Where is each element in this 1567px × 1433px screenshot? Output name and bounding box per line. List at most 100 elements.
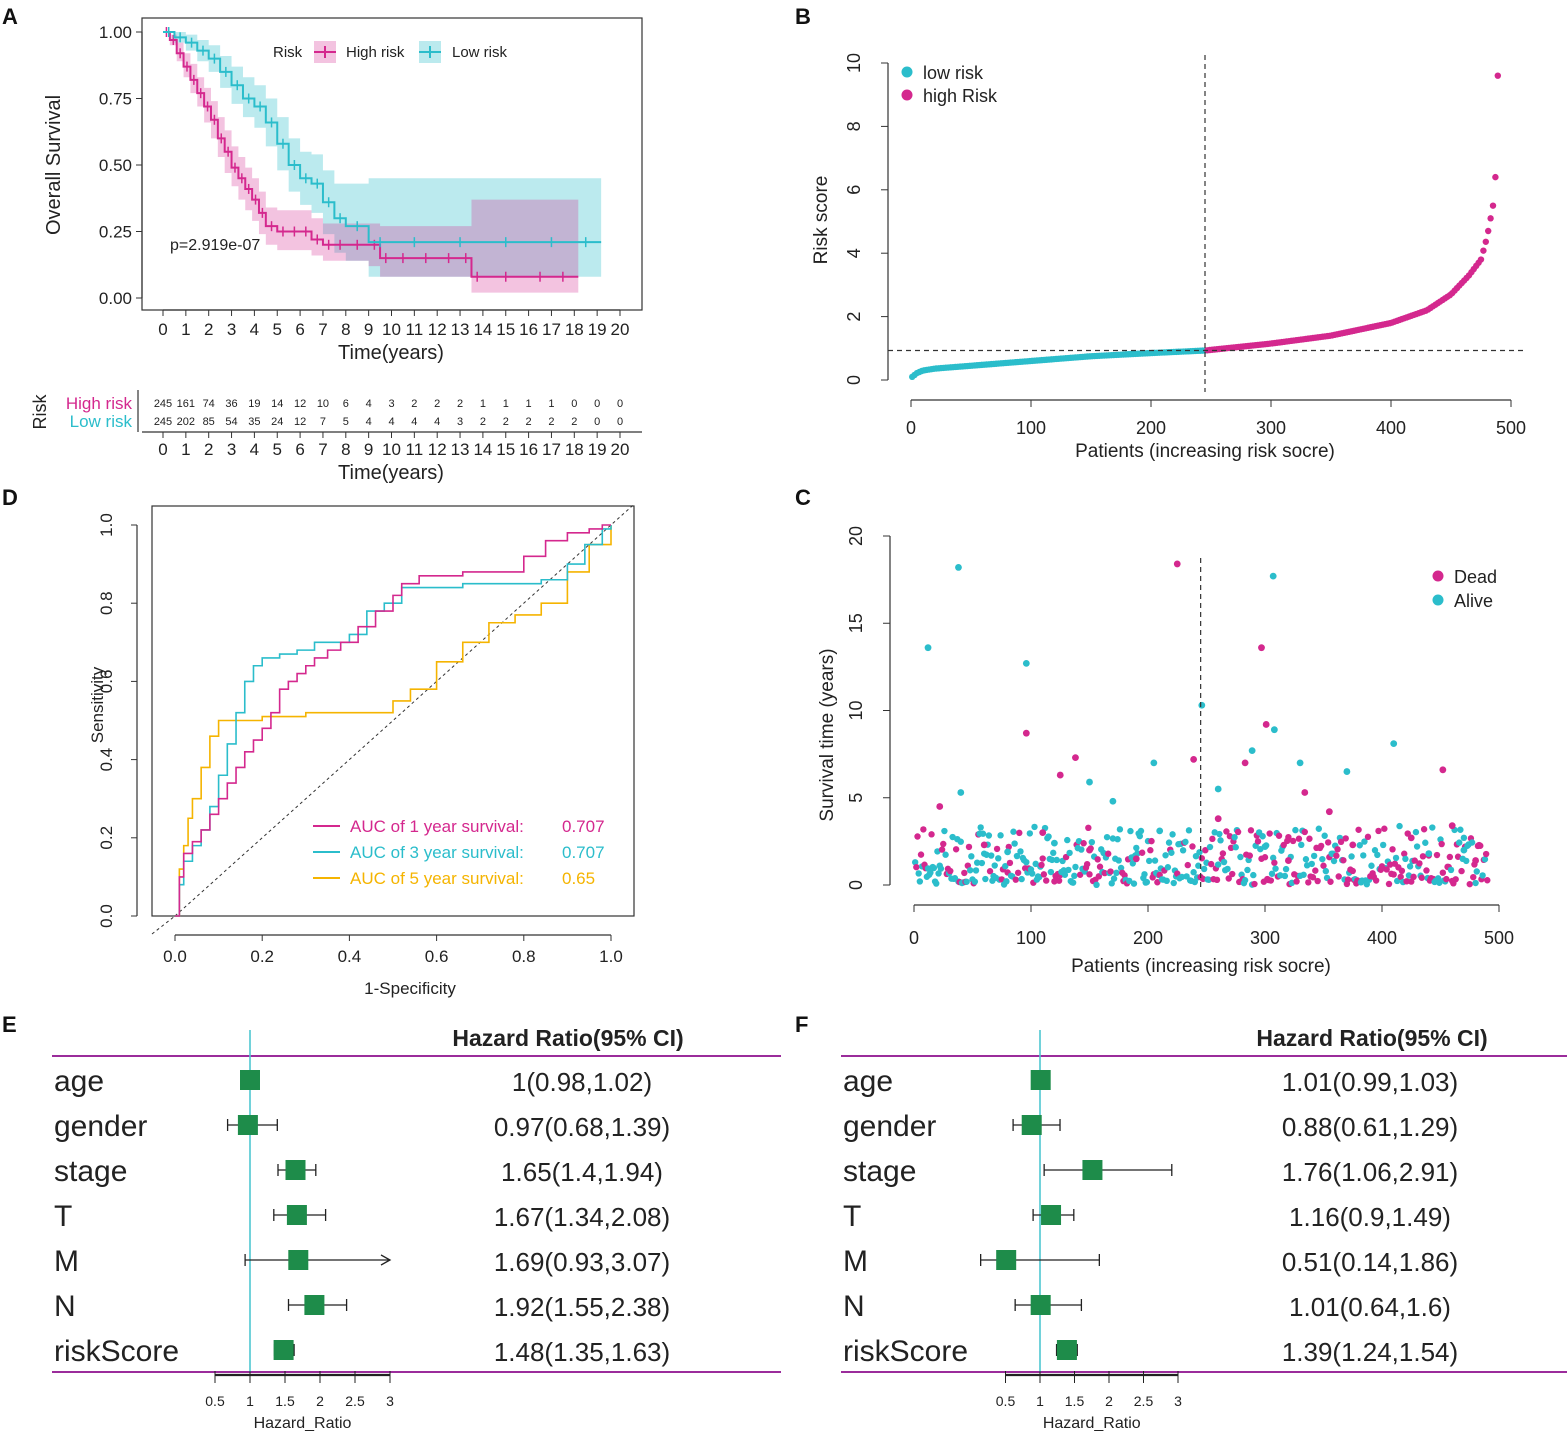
survival-point (1259, 833, 1266, 840)
survival-point (914, 833, 921, 840)
table-x-tick-label: 3 (227, 440, 236, 459)
survival-point-dead (1190, 755, 1198, 763)
table-cell: 3 (457, 416, 463, 428)
survival-point (1355, 826, 1362, 833)
survival-point (933, 880, 940, 887)
survival-point (1293, 878, 1300, 885)
x-tick-label: 0 (909, 928, 919, 948)
x-tick-label: 200 (1136, 418, 1166, 438)
y-tick-label: 0.25 (99, 223, 132, 242)
survival-point (1397, 873, 1404, 881)
x-tick-label: 200 (1133, 928, 1163, 948)
survival-point-alive (1051, 839, 1058, 847)
y-axis-title: Survival time (years) (817, 648, 838, 821)
survival-point (1050, 849, 1057, 857)
hr-tick-label: 0.5 (996, 1393, 1016, 1409)
y-tick-label: 0.4 (97, 748, 116, 772)
survival-point (1109, 835, 1117, 842)
table-x-tick-label: 17 (542, 440, 561, 459)
survival-point (1129, 860, 1136, 867)
table-row-label: Low risk (70, 412, 133, 431)
x-tick-label: 0.6 (425, 947, 449, 966)
survival-point (1403, 878, 1410, 885)
survival-point-alive (955, 564, 962, 571)
x-tick-label: 18 (565, 320, 584, 339)
y-tick-label: 15 (846, 613, 866, 633)
survival-point (1463, 857, 1470, 865)
table-title: Risk (30, 394, 50, 430)
y-tick-label: 0.75 (99, 90, 132, 109)
survival-point (1213, 876, 1221, 884)
table-cell: 85 (203, 416, 215, 428)
hr-tick-label: 1.5 (275, 1393, 295, 1409)
forest-row-value: 0.51(0.14,1.86) (1282, 1247, 1458, 1277)
survival-point (1130, 880, 1138, 887)
x-tick-label: 13 (451, 320, 470, 339)
survival-point (1439, 869, 1447, 876)
x-tick-label: 300 (1250, 928, 1280, 948)
survival-point (1272, 865, 1279, 872)
forest-row-value: 1.69(0.93,3.07) (494, 1247, 670, 1277)
forest-row-label: T (843, 1200, 861, 1233)
y-tick-label: 0.0 (97, 904, 116, 928)
survival-point-alive (1425, 850, 1433, 857)
table-x-tick-label: 2 (204, 440, 213, 459)
x-tick-label: 100 (1016, 928, 1046, 948)
survival-point (1069, 879, 1077, 886)
forest-row-value: 1.92(1.55,2.38) (494, 1292, 670, 1322)
table-cell: 14 (271, 398, 283, 410)
survival-point (1178, 873, 1186, 881)
survival-point (947, 867, 954, 875)
survival-point-dead (1325, 808, 1333, 816)
legend-label-dead: Dead (1454, 567, 1497, 587)
forest-header: Hazard Ratio(95% CI) (452, 1025, 683, 1051)
survival-point-alive (1248, 747, 1256, 755)
survival-point (1314, 877, 1321, 885)
survival-point (1310, 852, 1318, 860)
survival-point (940, 840, 947, 848)
survival-point (1472, 879, 1479, 887)
x-tick-label: 400 (1367, 928, 1397, 948)
legend-label-alive: Alive (1454, 591, 1493, 611)
survival-point (1254, 838, 1262, 845)
table-x-tick-label: 0 (158, 440, 167, 459)
survival-point (1460, 834, 1468, 842)
x-tick-label: 400 (1376, 418, 1406, 438)
survival-point (1361, 838, 1368, 845)
survival-point (1115, 857, 1122, 864)
survival-point (993, 845, 1001, 853)
y-axis-title: Overall Survival (43, 95, 65, 235)
survival-point (1234, 828, 1242, 836)
legend-dot-low-risk (901, 66, 913, 78)
survival-point (952, 846, 960, 853)
survival-point (1396, 822, 1403, 830)
survival-point (1423, 867, 1430, 874)
hr-square (240, 1070, 260, 1090)
survival-point (1344, 876, 1352, 883)
survival-point (1051, 878, 1058, 885)
survival-point (1349, 867, 1356, 875)
survival-point-alive (1198, 701, 1206, 709)
table-cell: 1 (480, 398, 486, 410)
x-tick-label: 10 (382, 320, 401, 339)
forest-row-label: M (843, 1245, 868, 1278)
survival-point (963, 878, 970, 885)
survival-point (1330, 857, 1338, 865)
survival-point (916, 878, 924, 885)
panel-letter-A: A (2, 4, 18, 29)
survival-point-alive (1460, 846, 1468, 854)
survival-point (1241, 877, 1249, 884)
survival-point (1168, 849, 1175, 856)
x-tick-label: 1 (181, 320, 190, 339)
survival-point (1443, 875, 1450, 883)
hr-axis-title: Hazard_Ratio (1043, 1415, 1141, 1432)
survival-point (1300, 871, 1307, 878)
table-cell: 245 (154, 398, 172, 410)
survival-point (1312, 867, 1319, 874)
survival-point (1080, 840, 1087, 847)
survival-point (1045, 833, 1052, 840)
survival-point (957, 838, 964, 845)
survival-point (1227, 844, 1235, 852)
survival-point (1072, 863, 1079, 871)
forest-row-value: 1.16(0.9,1.49) (1289, 1202, 1451, 1232)
